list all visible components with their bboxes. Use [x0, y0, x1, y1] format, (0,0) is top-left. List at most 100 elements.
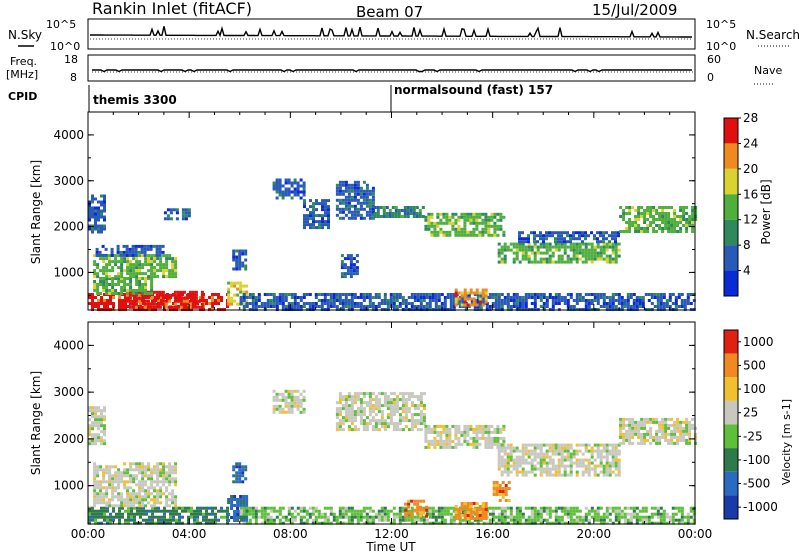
- echo-cell: [179, 290, 183, 294]
- echo-cell: [214, 515, 217, 519]
- echo-cell: [631, 221, 635, 224]
- echo-cell: [466, 291, 470, 295]
- echo-cell: [156, 257, 160, 261]
- echo-cell: [109, 299, 112, 302]
- echo-cell: [132, 269, 136, 273]
- echo-cell: [321, 223, 324, 227]
- echo-cell: [353, 210, 357, 214]
- echo-cell: [418, 209, 422, 212]
- echo-cell: [515, 521, 519, 525]
- echo-cell: [490, 445, 494, 449]
- echo-cell: [383, 419, 387, 423]
- echo-cell: [581, 242, 585, 246]
- echo-cell: [572, 257, 576, 261]
- echo-cell: [377, 515, 381, 519]
- echo-cell: [452, 521, 456, 525]
- echo-cell: [499, 436, 503, 440]
- echo-cell: [440, 305, 444, 308]
- echo-cell: [91, 296, 94, 299]
- echo-cell: [341, 201, 345, 205]
- echo-cell: [178, 515, 181, 519]
- echo-cell: [605, 512, 609, 516]
- echo-cell: [400, 215, 404, 218]
- echo-cell: [614, 231, 617, 235]
- echo-cell: [578, 443, 582, 447]
- echo-cell: [515, 449, 519, 453]
- echo-cell: [671, 521, 675, 525]
- echo-cell: [398, 515, 402, 519]
- echo-cell: [452, 509, 456, 513]
- echo-cell: [233, 510, 237, 513]
- echo-cell: [502, 439, 506, 443]
- echo-cell: [533, 512, 537, 516]
- echo-cell: [503, 464, 507, 468]
- echo-cell: [251, 506, 255, 510]
- echo-cell: [275, 515, 279, 519]
- echo-cell: [416, 395, 420, 399]
- echo-cell: [479, 518, 483, 522]
- echo-cell: [647, 293, 651, 296]
- echo-cell: [548, 293, 552, 296]
- echo-cell: [524, 305, 528, 308]
- echo-cell: [147, 277, 151, 280]
- echo-cell: [542, 296, 546, 299]
- echo-cell: [359, 392, 363, 396]
- echo-cell: [605, 464, 609, 468]
- echo-cell: [617, 449, 621, 453]
- echo-cell: [518, 458, 522, 462]
- echo-cell: [123, 462, 127, 466]
- echo-cell: [318, 202, 321, 206]
- echo-cell: [356, 407, 360, 411]
- echo-cell: [278, 410, 282, 414]
- echo-cell: [563, 473, 567, 477]
- echo-cell: [344, 416, 348, 420]
- echo-cell: [137, 305, 141, 309]
- echo-cell: [168, 269, 172, 273]
- echo-cell: [694, 441, 698, 445]
- echo-cell: [469, 517, 473, 520]
- echo-cell: [350, 293, 354, 296]
- echo-cell: [383, 425, 387, 429]
- echo-cell: [401, 410, 405, 414]
- echo-cell: [620, 296, 624, 299]
- echo-cell: [116, 247, 120, 251]
- echo-cell: [341, 183, 345, 187]
- echo-cell: [499, 224, 503, 228]
- echo-cell: [94, 215, 97, 219]
- echo-cell: [625, 435, 629, 439]
- echo-cell: [111, 260, 115, 264]
- echo-cell: [605, 242, 609, 246]
- echo-cell: [551, 509, 555, 513]
- echo-cell: [605, 248, 609, 252]
- echo-cell: [126, 480, 130, 484]
- echo-cell: [383, 518, 387, 522]
- echo-cell: [308, 302, 312, 305]
- echo-cell: [545, 242, 549, 246]
- echo-cell: [171, 498, 175, 502]
- echo-cell: [158, 247, 162, 251]
- echo-cell: [103, 427, 106, 431]
- echo-cell: [503, 467, 507, 471]
- echo-cell: [641, 302, 645, 305]
- echo-cell: [643, 227, 647, 230]
- echo-cell: [362, 509, 366, 513]
- echo-cell: [214, 506, 217, 510]
- echo-cell: [233, 516, 237, 519]
- echo-cell: [422, 422, 426, 426]
- echo-cell: [521, 245, 525, 249]
- echo-cell: [329, 509, 333, 513]
- echo-cell: [332, 299, 336, 302]
- echo-cell: [575, 254, 579, 258]
- echo-cell: [518, 506, 522, 510]
- echo-cell: [545, 473, 549, 477]
- echo-cell: [233, 498, 237, 501]
- echo-cell: [278, 184, 282, 188]
- echo-cell: [437, 305, 441, 308]
- echo-cell: [482, 299, 486, 302]
- echo-cell: [91, 421, 94, 425]
- echo-cell: [106, 302, 109, 305]
- echo-cell: [608, 305, 612, 308]
- echo-cell: [165, 501, 169, 505]
- echo-cell: [97, 421, 100, 425]
- echo-cell: [341, 419, 345, 423]
